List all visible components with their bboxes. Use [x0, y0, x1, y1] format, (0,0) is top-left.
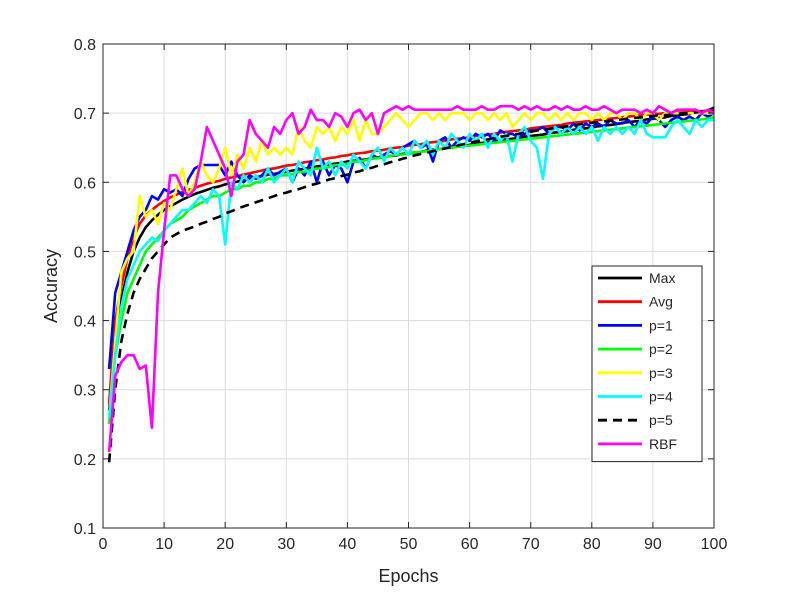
- y-tick-label: 0.8: [74, 37, 96, 54]
- legend-label: p=2: [649, 341, 673, 357]
- series-line-rbf: [107, 104, 715, 453]
- y-axis-label: Accuracy: [41, 249, 61, 323]
- x-axis-label: Epochs: [378, 566, 438, 586]
- y-tick-label: 0.7: [74, 106, 96, 123]
- x-tick-label: 100: [701, 536, 728, 553]
- series-line-p-1: [107, 111, 715, 370]
- y-tick-label: 0.3: [74, 383, 96, 400]
- y-tick-label: 0.2: [74, 452, 96, 469]
- x-tick-label: 10: [155, 536, 173, 553]
- x-tick-label: 0: [99, 536, 108, 553]
- y-tick-label: 0.6: [74, 175, 96, 192]
- legend-label: p=4: [649, 389, 673, 405]
- x-tick-label: 50: [400, 536, 418, 553]
- x-tick-label: 90: [644, 536, 662, 553]
- legend-box: [591, 265, 703, 463]
- x-tick-label: 40: [339, 536, 357, 553]
- legend-label: p=1: [649, 317, 673, 333]
- y-tick-label: 0.4: [74, 314, 96, 331]
- legend-label: RBF: [649, 436, 677, 452]
- legend-label: Max: [649, 270, 675, 286]
- legend-label: p=5: [649, 412, 673, 428]
- legend: Max Avg p=1 p=2 p=3 p=4 p=5 RBF: [591, 265, 703, 463]
- x-tick-label: 30: [277, 536, 295, 553]
- y-tick-label: 0.5: [74, 244, 96, 261]
- legend-label: p=3: [649, 365, 673, 381]
- y-tick-label: 0.1: [74, 521, 96, 538]
- x-tick-label: 20: [216, 536, 234, 553]
- x-tick-label: 60: [461, 536, 479, 553]
- legend-label: Avg: [649, 294, 673, 310]
- series-layer: [107, 104, 715, 463]
- x-tick-label: 80: [583, 536, 601, 553]
- axis-ticks: 0 10 20 30 40 50 60 70 80 90 100 0.1 0.2 0.3 0.4 0.5 0.6…: [74, 37, 728, 553]
- series-line-p-3: [107, 111, 714, 418]
- series-line-p-4: [107, 118, 714, 418]
- x-tick-label: 70: [522, 536, 540, 553]
